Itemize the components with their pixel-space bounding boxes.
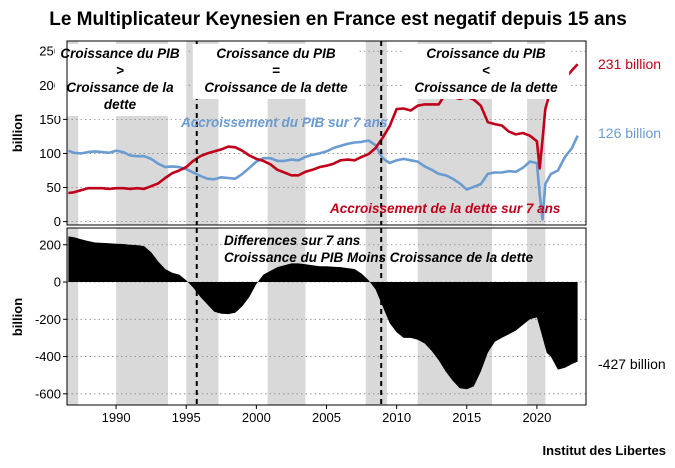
shaded-band-1: [67, 228, 79, 405]
x-tick-label: 1995: [172, 410, 201, 425]
annotation-line: Croissance du PIB: [426, 46, 546, 61]
annotation-line: Croissance de la dette: [414, 80, 558, 95]
x-tick-label: 2000: [242, 410, 271, 425]
debt-growth-line: [68, 63, 579, 195]
annotation-background: [192, 44, 360, 99]
y-tick-label: 100: [39, 146, 61, 161]
x-tick-label: 2020: [522, 410, 551, 425]
y-tick-label: -400: [35, 349, 61, 364]
annotation-background: [54, 44, 186, 116]
debt-series-label: Accroissement de la dette sur 7 ans: [329, 201, 561, 216]
annotation-line: Croissance de la: [66, 80, 174, 95]
y-tick-label: -600: [35, 386, 61, 401]
shaded-band-5: [365, 41, 387, 225]
annotation-3: Croissance du PIB < Croissance de la dette: [402, 44, 570, 99]
panel-2: -600 -400 -200 0 200 Differences sur 7 ans Cro…: [10, 227, 666, 406]
annotation-line: Croissance de la dette: [204, 80, 348, 95]
annotation-line: >: [116, 63, 124, 78]
x-tick-label: 2015: [452, 410, 481, 425]
plot-area: [67, 228, 586, 405]
annotation-line: Differences sur 7 ans: [224, 233, 361, 248]
y-tick-label: -200: [35, 312, 61, 327]
annotation-line: Croissance du PIB: [216, 46, 336, 61]
y-tick-label: 0: [54, 275, 61, 290]
annotation-line: =: [272, 63, 280, 78]
annotation-1: Differences sur 7 ans Croissance du PIB M…: [224, 233, 534, 265]
annotation-line: dette: [104, 97, 137, 112]
y-tick-label: 200: [39, 237, 61, 252]
gdp-growth-line: [67, 135, 579, 221]
y-axis-label: billion: [10, 298, 25, 336]
annotation-1: Croissance du PIB > Croissance de la dette: [54, 44, 186, 116]
x-tick-label: 1990: [102, 410, 131, 425]
annotation-2: Croissance du PIB = Croissance de la dette: [192, 44, 360, 99]
annotation-background: [402, 44, 570, 99]
annotation-line: <: [482, 63, 490, 78]
shaded-band-1: [67, 41, 79, 225]
annotation-line: Croissance du PIB Moins Croissance de la…: [224, 250, 534, 265]
panel-frame: [66, 40, 587, 226]
shaded-band-3: [186, 228, 219, 405]
annotation-line: Croissance du PIB: [60, 46, 180, 61]
end-value-label: 126 billion: [598, 125, 661, 141]
x-tick-label: 2010: [382, 410, 411, 425]
chart-title: Le Multiplicateur Keynesien en France es…: [49, 9, 627, 30]
y-tick-label: 0: [54, 214, 61, 229]
source-label: Institut des Libertes: [542, 443, 666, 458]
x-tick-label: 2005: [312, 410, 341, 425]
y-tick-label: 50: [47, 180, 61, 195]
shaded-band-5: [365, 228, 387, 405]
y-axis-label: billion: [10, 114, 25, 152]
difference-area: [68, 236, 578, 390]
end-value-label: 231 billion: [598, 56, 661, 72]
gdp-series-label: Accroissement du PIB sur 7 ans: [180, 115, 388, 130]
shaded-band-4: [267, 228, 306, 405]
end-value-label: -427 billion: [598, 356, 666, 372]
